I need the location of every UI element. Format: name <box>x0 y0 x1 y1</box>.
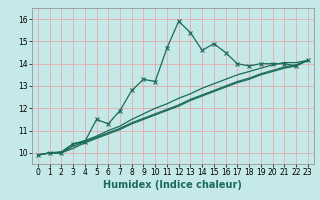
X-axis label: Humidex (Indice chaleur): Humidex (Indice chaleur) <box>103 180 242 190</box>
